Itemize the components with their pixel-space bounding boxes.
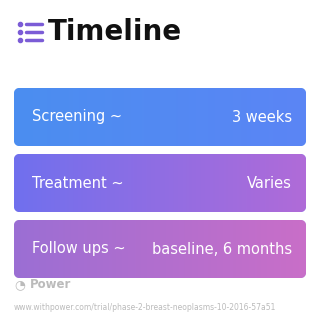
Text: Timeline: Timeline: [48, 18, 182, 46]
Text: Screening ~: Screening ~: [32, 110, 122, 125]
Text: baseline, 6 months: baseline, 6 months: [152, 242, 292, 256]
Text: Power: Power: [30, 279, 71, 291]
Text: www.withpower.com/trial/phase-2-breast-neoplasms-10-2016-57a51: www.withpower.com/trial/phase-2-breast-n…: [14, 303, 276, 313]
Text: ◔: ◔: [14, 279, 25, 291]
Text: Follow ups ~: Follow ups ~: [32, 242, 126, 256]
FancyBboxPatch shape: [14, 220, 306, 278]
FancyBboxPatch shape: [14, 154, 306, 212]
FancyBboxPatch shape: [14, 88, 306, 146]
Text: Varies: Varies: [247, 176, 292, 191]
Text: 3 weeks: 3 weeks: [232, 110, 292, 125]
Text: Treatment ~: Treatment ~: [32, 176, 124, 191]
